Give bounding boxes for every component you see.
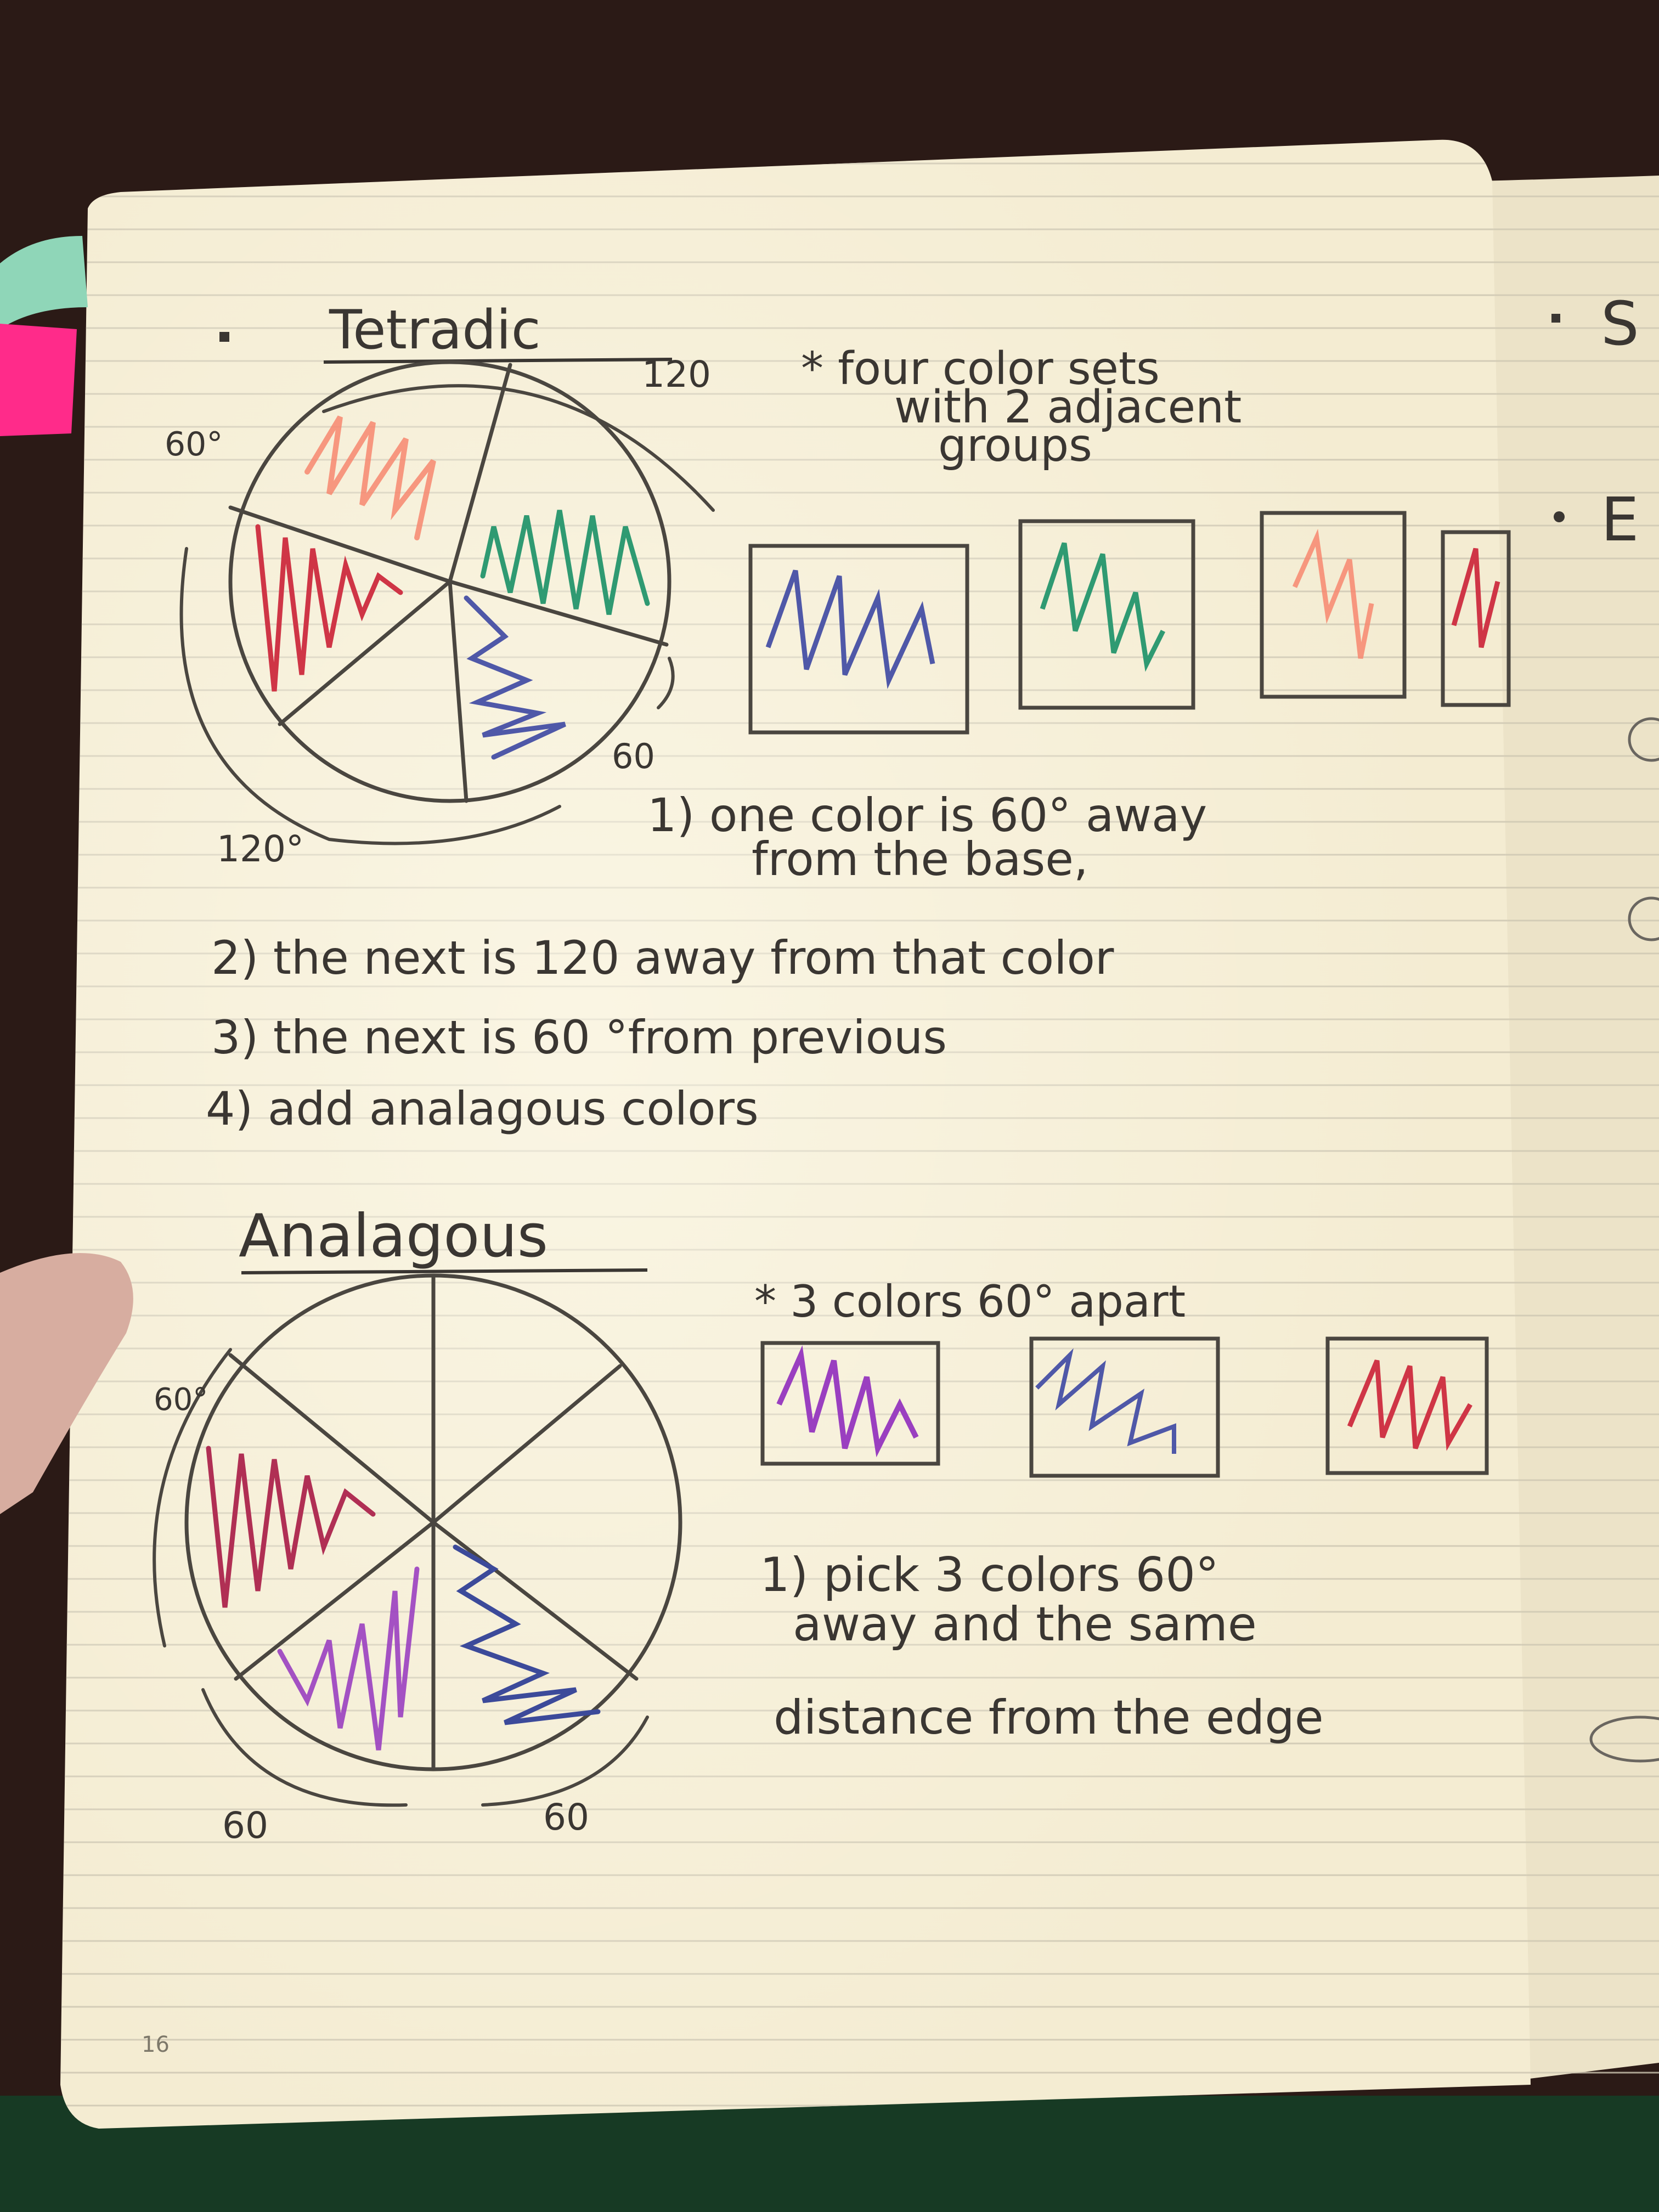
analagous-wheel [153,1273,682,1807]
tetradic-step-3: 3) the next is 60 °from previous [211,1011,947,1064]
tetradic-arc-top [322,384,715,512]
swatch-purple [760,1341,940,1466]
page-number: 16 [142,2032,170,2057]
right-bullet-1 [1551,314,1560,323]
analagous-step-1-cont: away and the same [793,1597,1257,1652]
right-bullet-text-1: S [1601,289,1639,359]
tetradic-desc-line-3: groups [938,420,1092,472]
swatch-blue-analagous [1029,1336,1220,1478]
tetradic-peach-scribble [304,415,436,540]
tetradic-blue-scribble [464,595,566,760]
tetradic-step-1: 1) one color is 60° away [647,788,1207,842]
analagous-title-underline [241,1268,648,1274]
analagous-arc-bottom-right [481,1716,649,1807]
tetradic-desc-line-2: with 2 adjacent [894,381,1242,433]
tetradic-red-scribble [255,524,403,692]
left-page [60,139,1531,2129]
swatch-blue [748,544,969,735]
tetradic-desc-line-1: * four color sets [801,343,1160,395]
pink-tab [0,324,77,436]
analagous-wine-scribble [206,1446,376,1608]
tetradic-bullet [219,332,229,342]
right-bullet-text-2: E [1601,484,1639,555]
tetradic-wheel [179,360,715,845]
analagous-angle-bottom-right: 60 [543,1796,589,1838]
tetradic-step-4: 4) add analagous colors [206,1082,759,1136]
analagous-step-1-cont-2: distance from the edge [774,1690,1324,1745]
tetradic-angle-top: 120 [642,353,711,396]
swatch-peach [1260,511,1407,699]
tetradic-angle-right-bottom: 60 [612,736,655,776]
tetradic-step-2: 2) the next is 120 away from that color [211,931,1114,985]
tetradic-arc-small [657,657,675,709]
right-bullet-2 [1554,511,1565,522]
analagous-title: Analagous [239,1202,548,1271]
analagous-arc-left [153,1348,232,1647]
swatch-red [1441,530,1511,707]
analagous-swatches [760,1336,1489,1478]
analagous-purple-scribble [277,1566,420,1751]
analagous-arc-bottom-left [201,1688,408,1807]
tetradic-green-scribble [480,510,650,615]
tetradic-angle-bottom-left: 120° [217,828,304,870]
swatch-green [1018,519,1195,710]
analagous-angle-bottom-left: 60 [222,1804,268,1847]
analagous-angle-top-left: 60° [154,1382,208,1418]
tetradic-step-1-cont: from the base, [752,832,1088,886]
analagous-description: * 3 colors 60° apart [754,1276,1186,1327]
swatch-red-analagous [1325,1336,1489,1475]
tetradic-swatches [748,511,1511,735]
tetradic-angle-left-top: 60° [165,425,223,464]
tetradic-arc-left [179,547,561,845]
analagous-blue-scribble [453,1544,601,1725]
tetradic-title: Tetradic [329,299,541,362]
thumb [0,1253,133,1514]
tetradic-title-underline [323,358,673,364]
teal-tab [0,236,88,329]
analagous-step-1: 1) pick 3 colors 60° [760,1548,1219,1602]
